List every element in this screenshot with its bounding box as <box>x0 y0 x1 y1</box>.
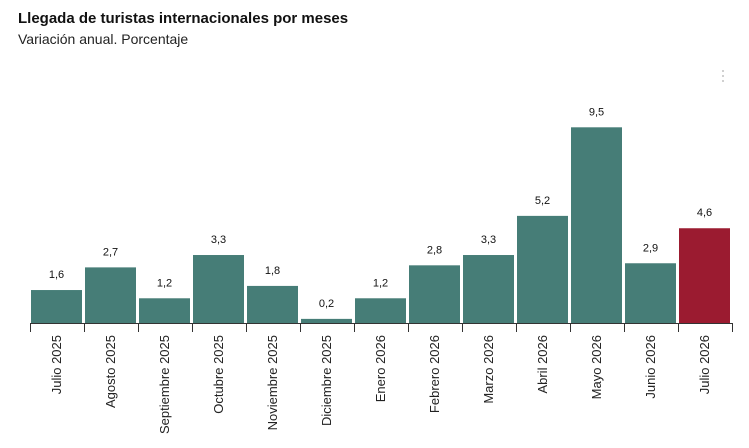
value-label-septiembre-2025: 1,2 <box>157 277 172 289</box>
value-label-diciembre-2025: 0,2 <box>319 298 334 310</box>
x-tick-label-abril-2026: Abril 2026 <box>535 335 550 394</box>
bar-febrero-2026[interactable] <box>409 265 460 323</box>
bar-diciembre-2025[interactable] <box>301 318 352 323</box>
chart-title: Llegada de turistas internacionales por … <box>18 10 349 27</box>
bar-enero-2026[interactable] <box>355 298 406 323</box>
value-label-marzo-2026: 3,3 <box>481 234 496 246</box>
x-tick-label-julio-2026: Julio 2026 <box>697 335 712 394</box>
x-tick-label-junio-2026: Junio 2026 <box>643 335 658 399</box>
bar-marzo-2026[interactable] <box>463 255 514 323</box>
bar-mayo-2026[interactable] <box>571 127 622 323</box>
x-tick-label-octubre-2025: Octubre 2025 <box>211 335 226 414</box>
value-label-junio-2026: 2,9 <box>643 242 658 254</box>
bar-noviembre-2025[interactable] <box>247 285 298 323</box>
bar-septiembre-2025[interactable] <box>139 298 190 323</box>
x-tick-label-noviembre-2025: Noviembre 2025 <box>265 335 280 430</box>
x-tick-label-enero-2026: Enero 2026 <box>373 335 388 402</box>
bar-octubre-2025[interactable] <box>193 255 244 323</box>
bar-julio-2025[interactable] <box>31 290 82 323</box>
x-axis <box>30 323 733 332</box>
x-tick-label-septiembre-2025: Septiembre 2025 <box>157 335 172 434</box>
value-label-abril-2026: 5,2 <box>535 195 550 207</box>
bars-group <box>31 127 730 323</box>
value-label-noviembre-2025: 1,8 <box>265 265 280 277</box>
x-tick-label-agosto-2025: Agosto 2025 <box>103 335 118 408</box>
chart-subtitle: Variación anual. Porcentaje <box>18 31 189 47</box>
bar-junio-2026[interactable] <box>625 263 676 323</box>
bar-julio-2026[interactable] <box>679 228 730 323</box>
bar-abril-2026[interactable] <box>517 215 568 323</box>
value-label-febrero-2026: 2,8 <box>427 244 442 256</box>
chart-menu-icon[interactable] <box>721 70 725 86</box>
x-tick-label-febrero-2026: Febrero 2026 <box>427 335 442 413</box>
value-label-octubre-2025: 3,3 <box>211 234 226 246</box>
x-tick-label-mayo-2026: Mayo 2026 <box>589 335 604 399</box>
bar-agosto-2025[interactable] <box>85 267 136 323</box>
value-label-julio-2026: 4,6 <box>697 207 712 219</box>
value-label-mayo-2026: 9,5 <box>589 106 604 118</box>
x-tick-label-julio-2025: Julio 2025 <box>49 335 64 394</box>
value-label-agosto-2025: 2,7 <box>103 246 118 258</box>
x-tick-label-diciembre-2025: Diciembre 2025 <box>319 335 334 426</box>
value-label-enero-2026: 1,2 <box>373 277 388 289</box>
x-tick-labels-group: Julio 2025 Agosto 2025 Septiembre 2025 Octu… <box>49 335 712 434</box>
value-label-julio-2025: 1,6 <box>49 269 64 281</box>
value-labels-group: 1,6 2,7 1,2 3,3 1,8 0,2 1,2 2,8 3,3 5,2 9,5 2,9 4,6 <box>49 106 712 310</box>
x-tick-label-marzo-2026: Marzo 2026 <box>481 335 496 404</box>
